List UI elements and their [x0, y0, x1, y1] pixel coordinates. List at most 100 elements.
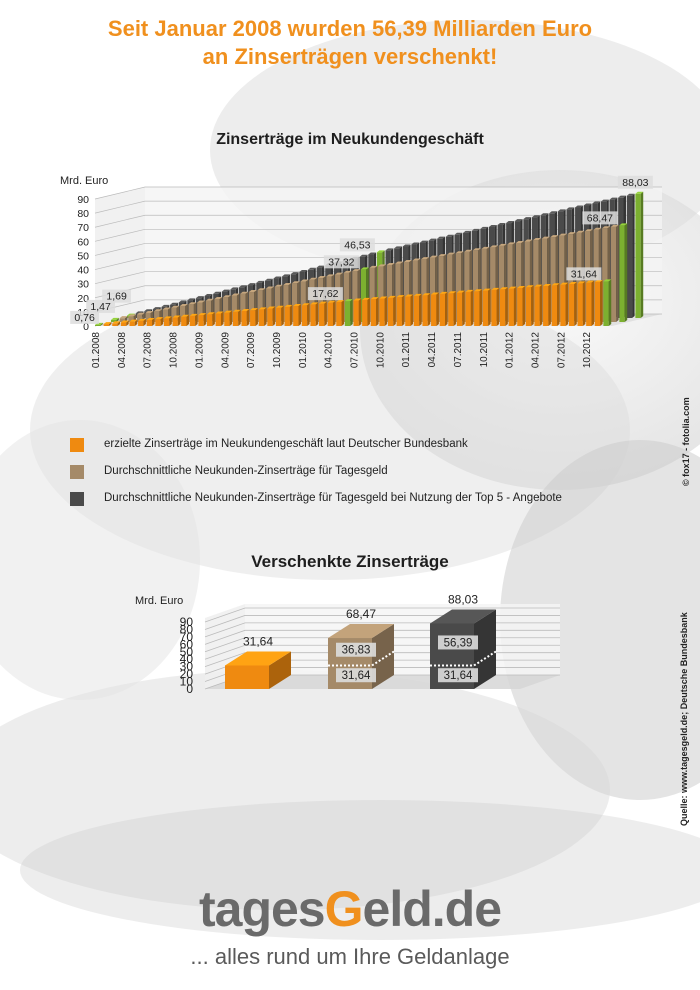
bar-top [215, 311, 224, 314]
bar-top [531, 215, 540, 218]
y-tick-label: 0 [83, 321, 89, 333]
bar-1 [112, 323, 118, 326]
bar-top [369, 265, 378, 268]
bar-2 [352, 271, 358, 322]
bar-side [479, 289, 482, 326]
segment-label-extra: 36,83 [342, 645, 371, 657]
bar-top [422, 293, 431, 296]
bar-top [232, 309, 241, 312]
value-label: 88,03 [622, 177, 648, 189]
x-tick-label: 04.2011 [427, 332, 438, 368]
x-tick-label: 07.2011 [453, 332, 464, 368]
x-tick-label: 01.2012 [505, 332, 516, 369]
bar-side [488, 288, 491, 326]
bar-top [310, 302, 319, 305]
y-tick-label: 50 [77, 250, 89, 262]
gridline [204, 607, 560, 623]
bar-top [360, 267, 369, 270]
bar-2 [128, 316, 134, 322]
bar-top [592, 201, 601, 204]
bar-top [480, 226, 489, 229]
logo: tagesGeld.de [0, 880, 700, 938]
gridline [94, 186, 662, 200]
bar-side [522, 285, 526, 326]
bar-top [534, 284, 543, 287]
chart2-title: Verschenkte Zinserträge [251, 552, 449, 571]
value-label-bg [323, 255, 359, 269]
bar-top [482, 288, 491, 291]
bar-side [358, 298, 362, 326]
bar-top [362, 297, 370, 300]
bar-side [229, 310, 233, 326]
bar-2 [412, 260, 418, 322]
bar-1 [543, 285, 549, 326]
bar-top [455, 251, 464, 254]
bar-top [204, 293, 213, 296]
tagline: ... alles rund um Ihre Geldanlage [190, 944, 510, 969]
bar-top [197, 300, 206, 303]
bar-top [179, 303, 188, 306]
bar-top [187, 298, 196, 301]
value-label: 1,69 [106, 291, 127, 303]
bar-side [116, 317, 119, 322]
x-tick-label: 04.2010 [324, 332, 335, 369]
bar-total-label: 68,47 [346, 607, 376, 621]
bar-2 [205, 300, 212, 322]
bar-top [223, 295, 231, 298]
bar-top [533, 238, 542, 241]
bar-2 [111, 319, 117, 322]
bar-top [230, 287, 239, 290]
bar-1 [120, 322, 127, 326]
bar-1 [224, 312, 230, 326]
bar-top [290, 272, 299, 275]
bar-top [413, 293, 422, 296]
bar-2 [541, 238, 548, 322]
bar-top [299, 269, 308, 272]
bar-1 [465, 291, 471, 326]
bar-top [326, 274, 335, 277]
bar-top [195, 296, 204, 299]
bar-top [284, 304, 293, 307]
y-tick-label: 90 [180, 615, 194, 629]
bar-top [248, 290, 257, 293]
bar-top [264, 278, 273, 281]
bar-side [272, 306, 276, 326]
bar-side [195, 313, 198, 326]
bar-top [155, 317, 164, 320]
bar-2 [524, 241, 530, 322]
bar-top [619, 223, 628, 226]
bar-1 [198, 315, 204, 326]
bar-top [225, 651, 291, 666]
bar-top [214, 296, 223, 299]
bar-top [198, 313, 207, 316]
bar-1 [95, 324, 101, 326]
bar-top [593, 227, 602, 230]
value-label: 68,47 [587, 212, 613, 224]
bar-top [448, 291, 457, 294]
y-axis-label: Mrd. Euro [135, 595, 183, 607]
bar-2 [559, 235, 565, 322]
bar-top [136, 312, 145, 315]
value-label: 46,53 [344, 239, 370, 251]
bar-top [162, 307, 171, 310]
y-tick-label: 80 [77, 208, 89, 220]
bar-top [301, 303, 310, 306]
bar-side [616, 224, 619, 322]
bar-top [465, 289, 474, 292]
bar-front [225, 665, 269, 689]
segment-label-bg [336, 642, 376, 657]
bar-top [293, 304, 302, 307]
bar-side [565, 282, 569, 326]
bar-1 [560, 284, 566, 326]
bar-1 [577, 283, 583, 326]
bar-top [508, 286, 517, 289]
bar-top [445, 234, 454, 237]
bar-side [574, 281, 577, 326]
bar-top [266, 286, 274, 289]
legend-swatch-dark [70, 492, 84, 506]
bar-1 [189, 315, 196, 326]
bar-top [566, 207, 575, 210]
bar-side [548, 283, 551, 326]
y-tick-label: 30 [180, 660, 194, 674]
bar-2 [550, 237, 556, 322]
